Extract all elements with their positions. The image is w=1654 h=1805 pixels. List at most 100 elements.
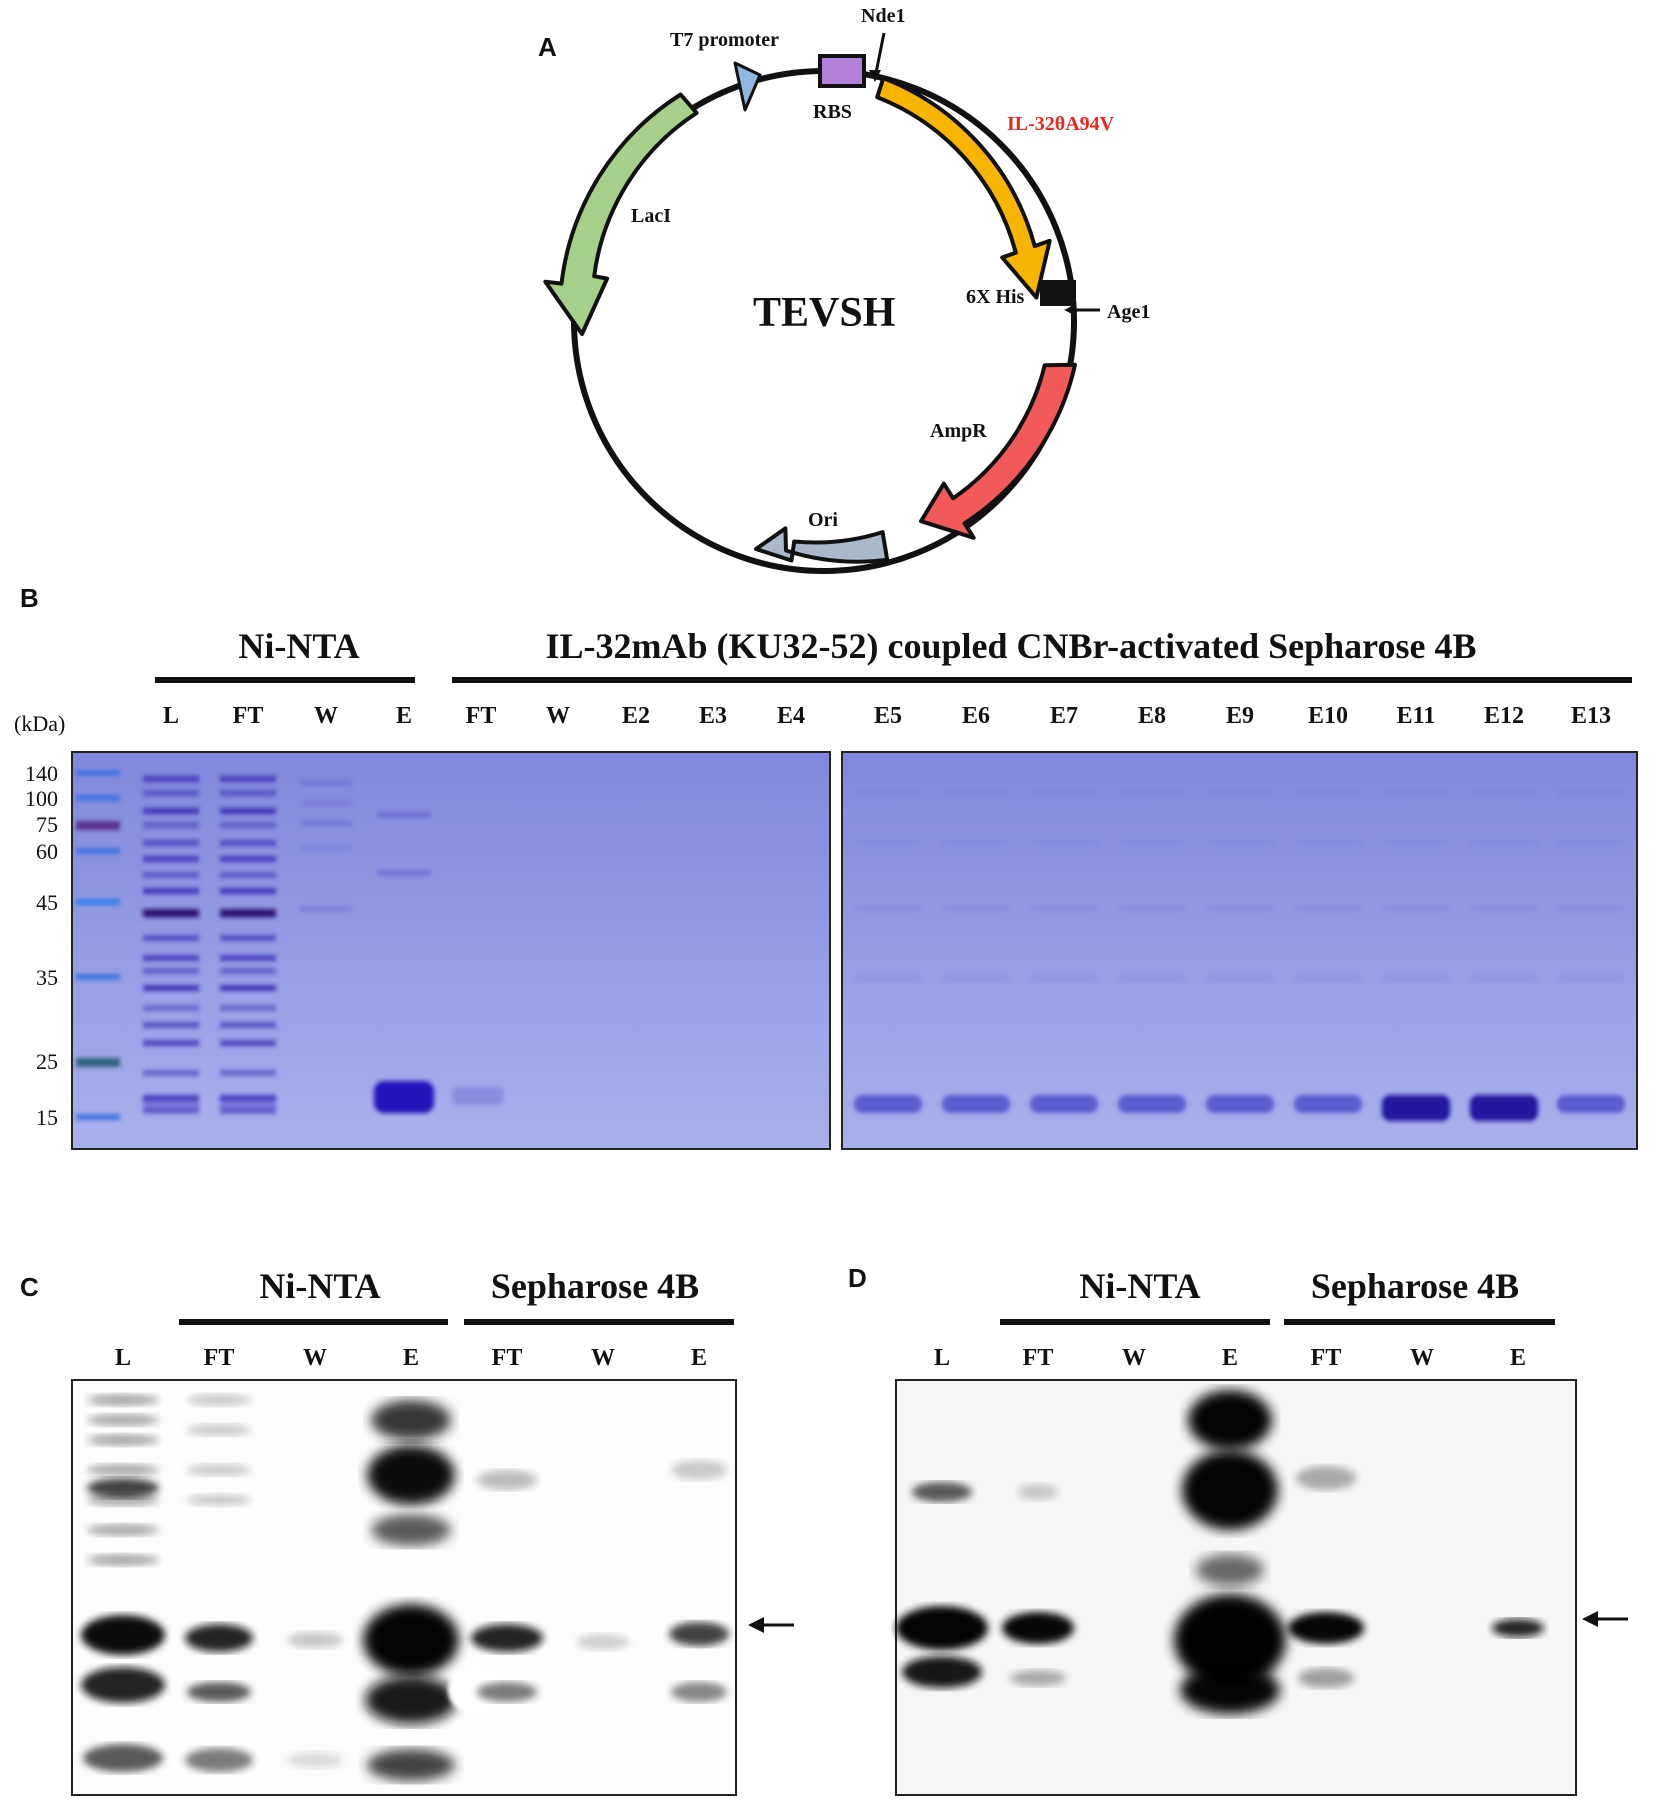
ampr-label: AmpR <box>930 420 987 442</box>
gel-b-lane-label: E11 <box>1397 703 1436 729</box>
blot-band <box>81 1615 165 1655</box>
blot-band <box>477 1470 537 1490</box>
ladder-band <box>76 821 120 830</box>
blot-band <box>371 1514 451 1546</box>
gel-band <box>1471 790 1537 796</box>
nde1-label: Nde1 <box>861 5 905 27</box>
blot-c-group-ninta: Ni-NTA <box>259 1266 380 1306</box>
blot-band <box>671 1460 727 1480</box>
gel-band-15kda <box>1294 1095 1362 1113</box>
gel-band <box>300 780 352 786</box>
gel-b-lane-labels: L FT W E FT W E2 E3 E4 E5 E6 E7 E8 E9 E10 E11 E12 E13 <box>163 703 1611 729</box>
gel-band <box>220 955 276 961</box>
gel-band <box>143 1005 199 1011</box>
gel-b-marker-label: 35 <box>36 965 58 990</box>
gel-b-lane-label: E4 <box>777 703 805 729</box>
ori-arrow <box>754 526 890 564</box>
age1-pointer-head <box>1064 304 1076 316</box>
gel-band <box>143 856 199 862</box>
gel-band <box>943 905 1009 911</box>
his-label: 6X His <box>966 286 1025 308</box>
blot-d-lane-label: W <box>1410 1345 1434 1371</box>
gel-band <box>1031 975 1097 981</box>
gel-band <box>220 1005 276 1011</box>
laci-label: LacI <box>631 205 671 227</box>
gel-band <box>1295 840 1361 846</box>
gel-band <box>943 840 1009 846</box>
gel-b-marker-label: 140 <box>25 761 58 786</box>
gel-band-15kda <box>1206 1095 1274 1113</box>
gel-band <box>378 812 430 818</box>
age1-label: Age1 <box>1107 301 1150 323</box>
blot-band <box>1180 1666 1280 1714</box>
gel-band <box>220 856 276 862</box>
gel-b-group-sepharose: IL-32mAb (KU32-52) coupled CNBr-activate… <box>546 626 1477 666</box>
ladder-band <box>76 770 120 776</box>
insert-arrow <box>875 76 1052 300</box>
panel-d-letter: D <box>848 1263 867 1293</box>
gel-b-lane-label: E13 <box>1571 703 1611 729</box>
blot-band <box>87 1524 159 1536</box>
gel-band <box>300 800 352 806</box>
blot-band <box>187 1394 251 1406</box>
gel-b-lane-label: E9 <box>1226 703 1254 729</box>
gel-band-45kda <box>143 909 199 917</box>
gel-band <box>1119 905 1185 911</box>
panel-a: A T7 promoter Nde1 RBS IL-32θA94V LacI T… <box>538 5 1150 574</box>
gel-band <box>1295 975 1361 981</box>
gel-b-lane-label: E2 <box>622 703 650 729</box>
gel-band <box>143 776 199 782</box>
blot-band <box>669 1622 729 1646</box>
panel-a-letter: A <box>538 32 557 62</box>
gel-band <box>855 840 921 846</box>
blot-band <box>1174 1594 1286 1686</box>
blot-band <box>471 1624 543 1652</box>
blot-band <box>187 1682 251 1702</box>
gel-band <box>1207 905 1273 911</box>
blot-band <box>187 1494 251 1506</box>
ladder-band <box>76 1114 120 1120</box>
gel-band <box>143 1070 199 1076</box>
blot-band <box>1288 1612 1364 1644</box>
gel-b-lane-label: E7 <box>1050 703 1078 729</box>
gel-b-group-ninta: Ni-NTA <box>238 626 359 666</box>
gel-band <box>1383 975 1449 981</box>
gel-b-lane-label: E <box>396 703 412 729</box>
gel-b-lane-label: W <box>314 703 338 729</box>
gel-band <box>143 790 199 796</box>
blot-band <box>1018 1484 1058 1500</box>
blot-band <box>87 1434 159 1446</box>
gel-band <box>1383 790 1449 796</box>
gel-band <box>1471 905 1537 911</box>
gel-band <box>1031 840 1097 846</box>
blot-c-group-sepharose: Sepharose 4B <box>491 1266 699 1306</box>
blot-d-lane-labels: L FT W E FT W E <box>934 1345 1526 1371</box>
gel-band <box>1383 840 1449 846</box>
gel-b-marker-label: 45 <box>36 890 58 915</box>
gel-b-lane-label: E5 <box>874 703 902 729</box>
blot-band <box>365 1676 457 1724</box>
gel-band <box>1471 840 1537 846</box>
gel-band <box>220 1070 276 1076</box>
blot-band <box>896 1606 988 1650</box>
blot-c-lane-label: E <box>403 1345 419 1371</box>
gel-band <box>220 1040 276 1046</box>
gel-band <box>300 906 352 912</box>
blot-band <box>81 1667 165 1703</box>
gel-b-lane-label: E3 <box>699 703 727 729</box>
gel-band <box>1558 975 1624 981</box>
gel-band-15kda <box>1030 1095 1098 1113</box>
gel-b-lane-label: E8 <box>1138 703 1166 729</box>
blot-band <box>187 1424 251 1436</box>
ladder-band <box>76 848 120 854</box>
gel-band <box>855 905 921 911</box>
gel-band <box>143 840 199 846</box>
blot-band <box>187 1464 251 1476</box>
gel-band <box>1031 905 1097 911</box>
gel-band-low <box>143 1098 199 1112</box>
blot-band <box>1182 1450 1278 1530</box>
gel-band <box>1295 905 1361 911</box>
gel-band <box>378 870 430 876</box>
gel-band <box>220 968 276 974</box>
